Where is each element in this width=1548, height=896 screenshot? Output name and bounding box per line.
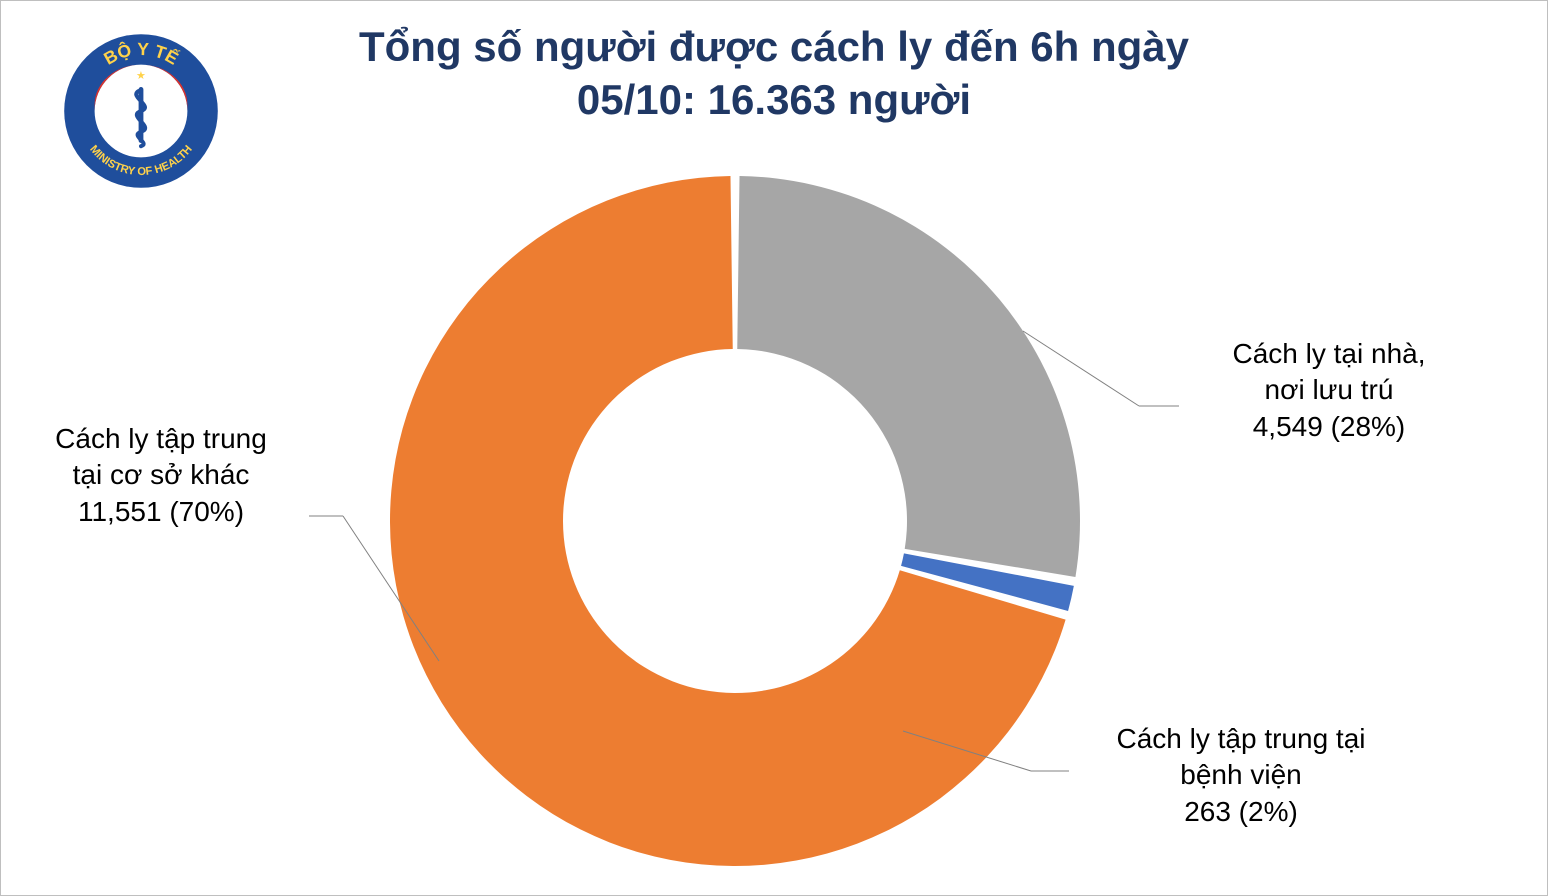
donut-svg — [375, 161, 1095, 881]
label-text: nơi lưu trú — [1265, 374, 1394, 405]
slice-label-hospital: Cách ly tập trung tại bệnh viện 263 (2%) — [1071, 721, 1411, 830]
label-text: bệnh viện — [1180, 759, 1301, 790]
label-text: Cách ly tại nhà, — [1233, 338, 1426, 369]
chart-frame: ★BỘ Y TẾMINISTRY OF HEALTH Tổng số người… — [0, 0, 1548, 896]
title-line-1: Tổng số người được cách ly đến 6h ngày — [359, 23, 1189, 70]
label-text: tại cơ sở khác — [73, 459, 250, 490]
chart-title: Tổng số người được cách ly đến 6h ngày 0… — [1, 21, 1547, 126]
title-line-2: 05/10: 16.363 người — [577, 76, 971, 123]
label-value: 11,551 (70%) — [78, 496, 244, 527]
label-text: Cách ly tập trung tại — [1116, 723, 1365, 754]
slice-label-other: Cách ly tập trung tại cơ sở khác 11,551 … — [11, 421, 311, 530]
label-value: 263 (2%) — [1184, 796, 1298, 827]
donut-chart — [375, 161, 1095, 886]
label-text: Cách ly tập trung — [55, 423, 267, 454]
label-value: 4,549 (28%) — [1253, 411, 1406, 442]
slice-label-home: Cách ly tại nhà, nơi lưu trú 4,549 (28%) — [1179, 336, 1479, 445]
donut-slice-home — [737, 176, 1080, 577]
